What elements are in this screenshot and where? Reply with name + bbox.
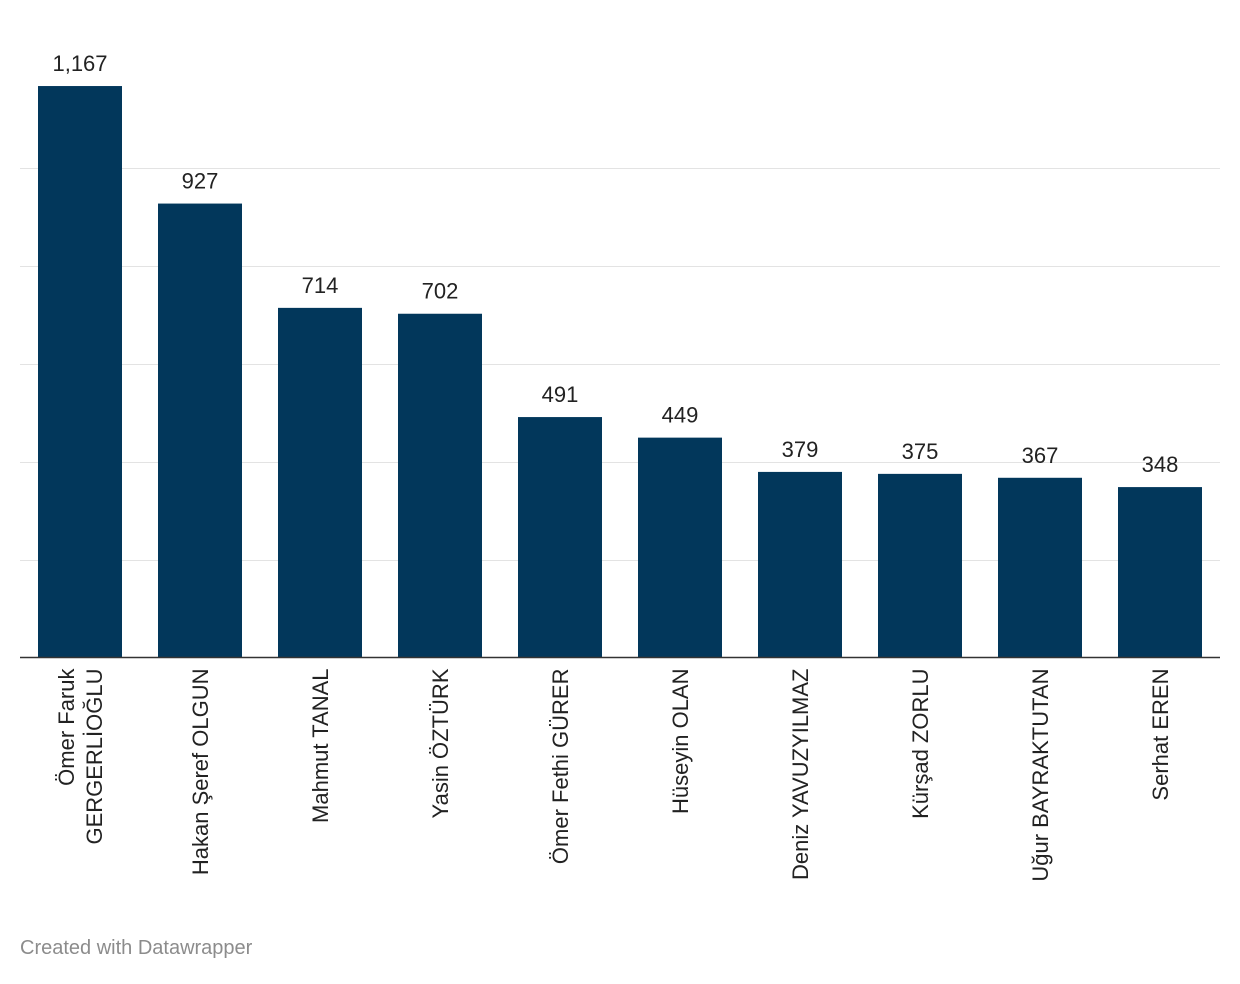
category-label: Yasin ÖZTÜRK <box>428 668 453 818</box>
bar-value-label: 702 <box>422 279 459 304</box>
category-label: Serhat EREN <box>1148 669 1173 801</box>
bar[interactable] <box>1118 487 1202 658</box>
bar[interactable] <box>638 437 722 658</box>
category-label: Kürşad ZORLU <box>908 669 933 819</box>
bar[interactable] <box>878 473 962 658</box>
category-label: Ömer Fethi GÜRER <box>548 669 573 865</box>
category-label-line: Ömer Fethi GÜRER <box>548 669 573 865</box>
bar[interactable] <box>38 86 122 658</box>
category-label: Deniz YAVUZYILMAZ <box>788 669 813 881</box>
bar-value-label: 367 <box>1022 443 1059 468</box>
category-label: Ömer Faruk GERGERLİOĞLU <box>54 668 107 845</box>
bar-value-label: 714 <box>302 273 339 298</box>
bar-value-label: 927 <box>182 169 219 194</box>
category-label: Hakan Şeref OLGUN <box>188 669 213 876</box>
category-label-line: GERGERLİOĞLU <box>82 669 107 845</box>
bar-value-label: 1,167 <box>52 51 107 76</box>
category-label: Mahmut TANAL <box>308 669 333 823</box>
category-label-line: Hüseyin OLAN <box>668 669 693 815</box>
bars <box>38 86 1202 658</box>
datawrapper-credit[interactable]: Created with Datawrapper <box>20 937 253 959</box>
bar[interactable] <box>518 417 602 658</box>
category-label: Hüseyin OLAN <box>668 669 693 815</box>
category-label-line: Serhat EREN <box>1148 669 1173 801</box>
bar-value-label: 379 <box>782 437 819 462</box>
category-label-line: Yasin ÖZTÜRK <box>428 668 453 818</box>
value-labels: 1,167 927 714 702 491 449 379 375 367 348 <box>52 51 1178 477</box>
category-label-line: Uğur BAYRAKTUTAN <box>1028 669 1053 882</box>
bar[interactable] <box>998 477 1082 658</box>
bar-value-label: 348 <box>1142 452 1179 477</box>
category-label-line: Ömer Faruk <box>54 668 79 786</box>
bar[interactable] <box>758 471 842 658</box>
category-labels: Ömer Faruk GERGERLİOĞLU Hakan Şeref OLGUN M… <box>54 668 1173 882</box>
bar[interactable] <box>158 203 242 658</box>
category-label-line: Kürşad ZORLU <box>908 669 933 819</box>
bar-value-label: 491 <box>542 382 579 407</box>
category-label-line: Mahmut TANAL <box>308 669 333 823</box>
bar-value-label: 375 <box>902 439 939 464</box>
bar[interactable] <box>278 307 362 658</box>
category-label-line: Deniz YAVUZYILMAZ <box>788 669 813 881</box>
category-label-line: Hakan Şeref OLGUN <box>188 669 213 876</box>
category-label: Uğur BAYRAKTUTAN <box>1028 669 1053 882</box>
bar[interactable] <box>398 313 482 658</box>
bar-value-label: 449 <box>662 403 699 428</box>
